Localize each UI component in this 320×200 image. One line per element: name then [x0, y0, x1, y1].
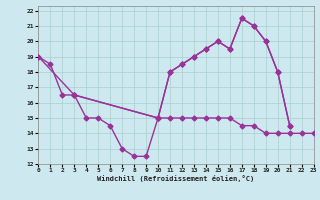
X-axis label: Windchill (Refroidissement éolien,°C): Windchill (Refroidissement éolien,°C) — [97, 175, 255, 182]
